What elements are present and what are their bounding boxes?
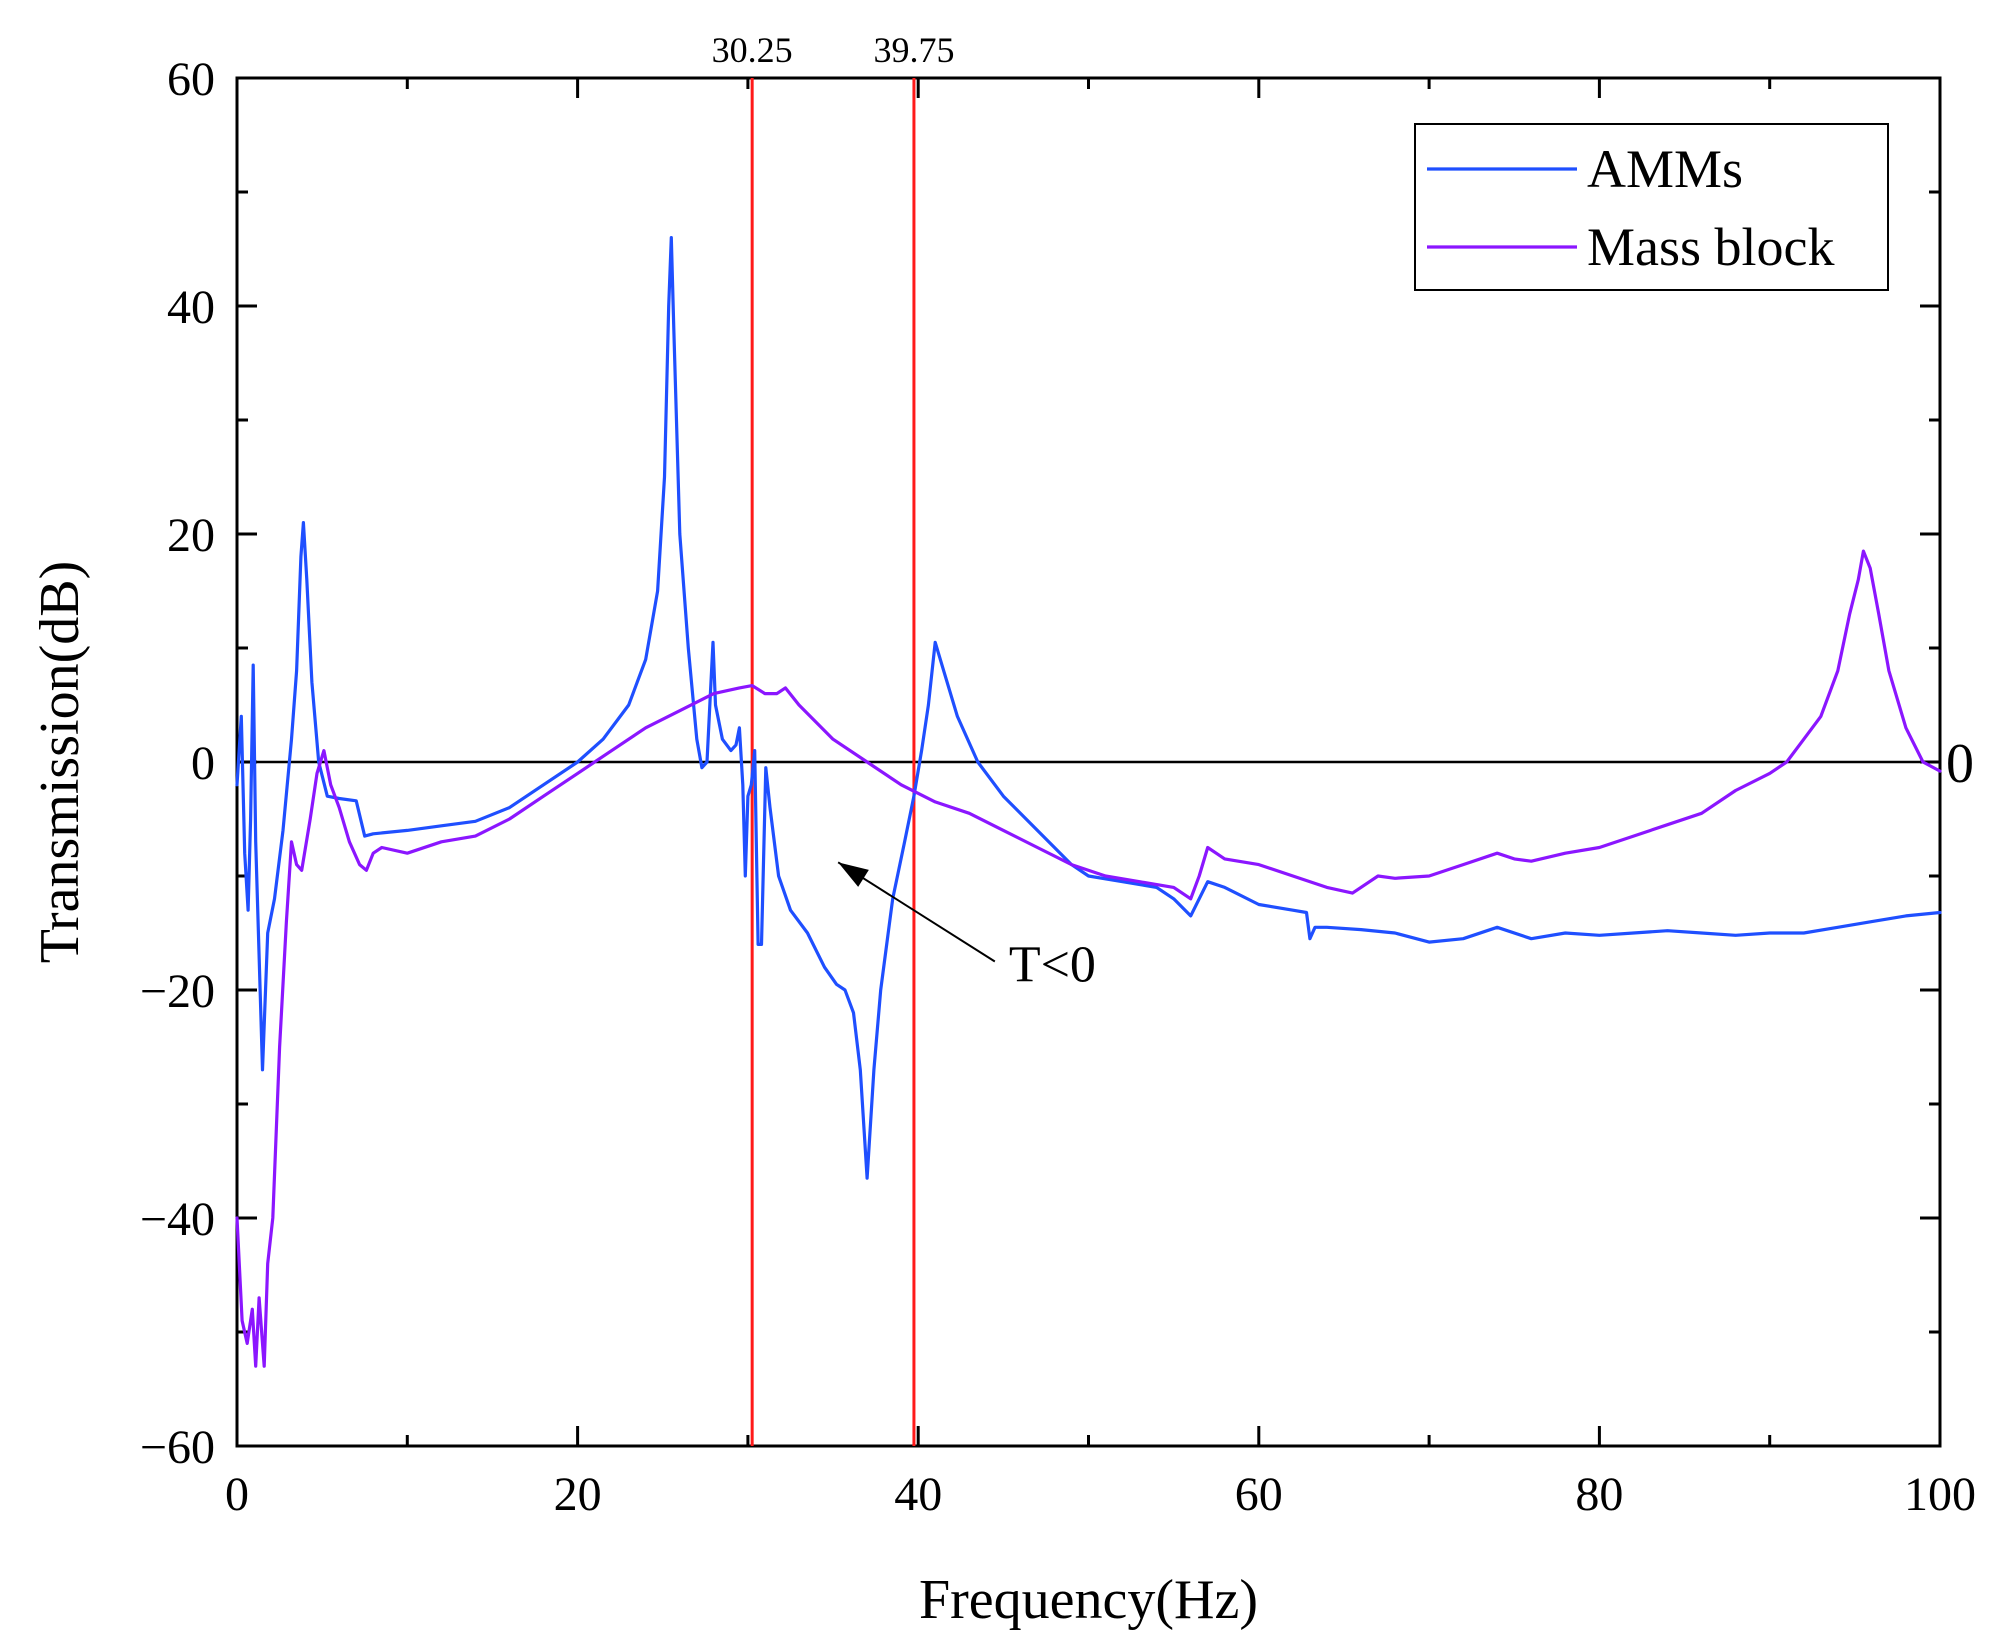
x-tick-label: 60 (1235, 1468, 1283, 1521)
legend-label-mass-block: Mass block (1587, 217, 1834, 277)
annotation-arrow-shaft (837, 861, 996, 963)
x-tick-label: 100 (1904, 1468, 1976, 1521)
legend-box (1414, 123, 1889, 291)
y-tick-label: −20 (140, 965, 215, 1018)
axes-group: 0 20 40 60 80 100 −60 −40 −20 0 20 40 60 Frequency(Hz… (29, 53, 1976, 1631)
zero-reference-label: 0 (1946, 733, 1974, 795)
x-tick-label: 20 (554, 1468, 602, 1521)
y-tick-label: 60 (167, 53, 215, 106)
series-line-amms (235, 236, 1942, 1180)
y-tick-label: 40 (167, 281, 215, 334)
y-tick-label: 0 (191, 737, 215, 790)
annotation-arrow-head (838, 862, 869, 887)
legend-group: AMMs Mass block (1414, 123, 1889, 291)
annotation-group: T<0 (837, 861, 1096, 994)
band-edge-label: 30.25 (712, 30, 793, 70)
annotation-label: T<0 (1009, 937, 1096, 994)
x-tick-label: 0 (225, 1468, 249, 1521)
y-tick-label: 20 (167, 509, 215, 562)
reference-lines-group: 0 30.25 39.75 (237, 30, 1974, 1446)
y-axis-label: Transmission(dB) (29, 561, 91, 963)
x-tick-label: 40 (894, 1468, 942, 1521)
series-line-mass-block (235, 549, 1942, 1368)
legend-label-amms: AMMs (1587, 139, 1743, 199)
y-tick-label: −60 (140, 1421, 215, 1474)
x-tick-label: 80 (1575, 1468, 1623, 1521)
x-axis-label: Frequency(Hz) (919, 1569, 1258, 1631)
series-group (235, 236, 1942, 1368)
band-edge-label: 39.75 (873, 30, 954, 70)
y-tick-label: −40 (140, 1193, 215, 1246)
